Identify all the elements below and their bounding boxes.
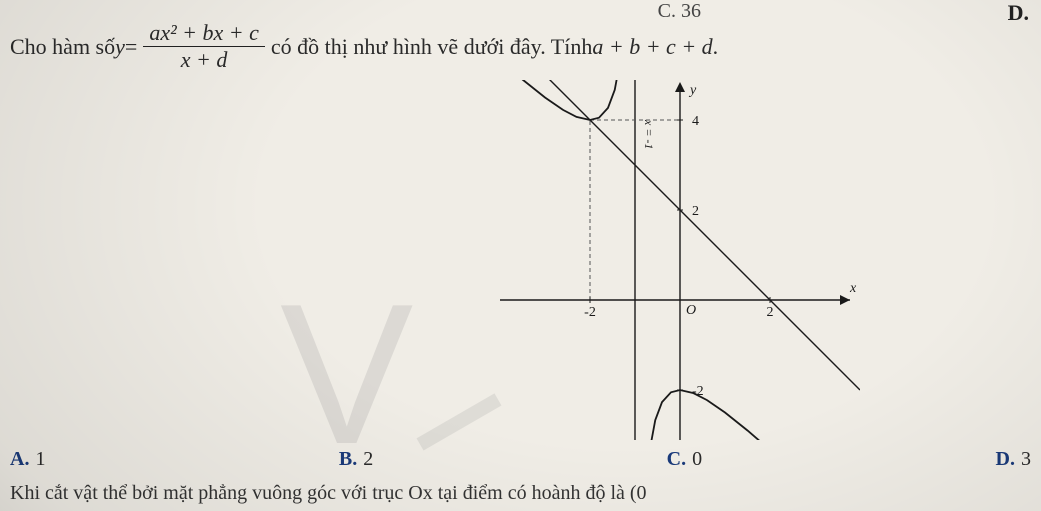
svg-text:-2: -2 xyxy=(584,305,596,320)
svg-text:4: 4 xyxy=(692,114,699,129)
svg-text:2: 2 xyxy=(692,204,699,219)
option-d[interactable]: D. 3 xyxy=(996,448,1031,471)
svg-text:2: 2 xyxy=(767,305,774,320)
option-d-letter: D. xyxy=(996,448,1015,471)
period: . xyxy=(713,34,719,60)
function-graph: -22-224xyOx = -1 xyxy=(500,80,860,440)
option-c-letter: C. xyxy=(667,448,686,471)
option-d-value: 3 xyxy=(1021,448,1031,471)
question-text: Cho hàm số y = ax² + bx + c x + d có đồ … xyxy=(10,20,718,73)
option-b-value: 2 xyxy=(363,448,373,471)
next-question-fragment: Khi cắt vật thể bởi mặt phẳng vuông góc … xyxy=(10,482,647,505)
var-y: y xyxy=(115,34,125,60)
svg-text:O: O xyxy=(686,303,696,318)
option-a-letter: A. xyxy=(10,448,29,471)
expression: a + b + c + d xyxy=(592,34,712,60)
question-suffix: có đồ thị như hình vẽ dưới đây. Tính xyxy=(271,34,592,60)
watermark-tick xyxy=(409,380,502,451)
answer-options: A. 1 B. 2 C. 0 D. 3 xyxy=(10,448,1031,471)
option-a[interactable]: A. 1 xyxy=(10,448,45,471)
denominator: x + d xyxy=(143,47,265,73)
prev-option-d: D. xyxy=(1008,0,1029,26)
svg-text:x: x xyxy=(849,281,857,296)
option-b-letter: B. xyxy=(339,448,357,471)
svg-text:y: y xyxy=(688,83,697,98)
option-a-value: 1 xyxy=(35,448,45,471)
option-c-value: 0 xyxy=(692,448,702,471)
option-c[interactable]: C. 0 xyxy=(667,448,702,471)
fraction: ax² + bx + c x + d xyxy=(143,20,265,73)
option-b[interactable]: B. 2 xyxy=(339,448,373,471)
question-prefix: Cho hàm số xyxy=(10,34,115,60)
svg-text:x = -1: x = -1 xyxy=(642,119,656,149)
equals-sign: = xyxy=(125,34,137,60)
numerator: ax² + bx + c xyxy=(143,20,265,47)
